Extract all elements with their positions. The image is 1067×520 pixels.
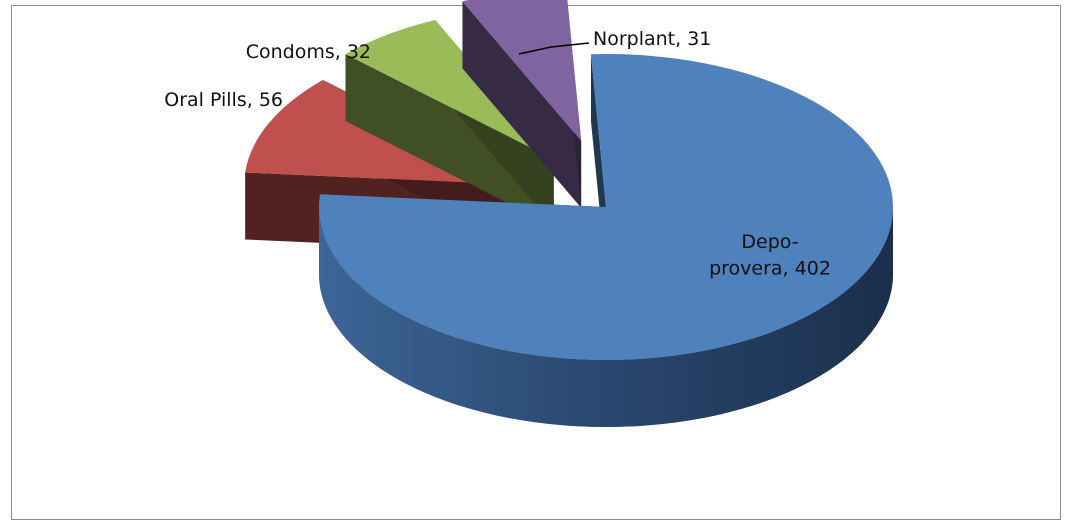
pie-slice-cut-face [345, 54, 554, 227]
data-label-oral-pills: Oral Pills, 56 [164, 89, 283, 111]
pie-slice-cut-face [462, 1, 582, 208]
pie-slice-condoms [345, 20, 554, 227]
data-label-depo-provera: Depo-provera, 402 [709, 231, 831, 280]
leader-line-norplant [518, 42, 590, 55]
pie-slice-top [319, 54, 894, 360]
pie-slice-norplant [462, 0, 582, 208]
pie-slice-side [319, 207, 893, 427]
data-label-norplant: Norplant, 31 [593, 28, 711, 50]
data-label-condoms: Condoms, 32 [246, 41, 371, 63]
pie-slice-top [462, 0, 582, 141]
pie-slice-top [345, 20, 554, 160]
pie-slice-depo-provera [319, 54, 894, 427]
